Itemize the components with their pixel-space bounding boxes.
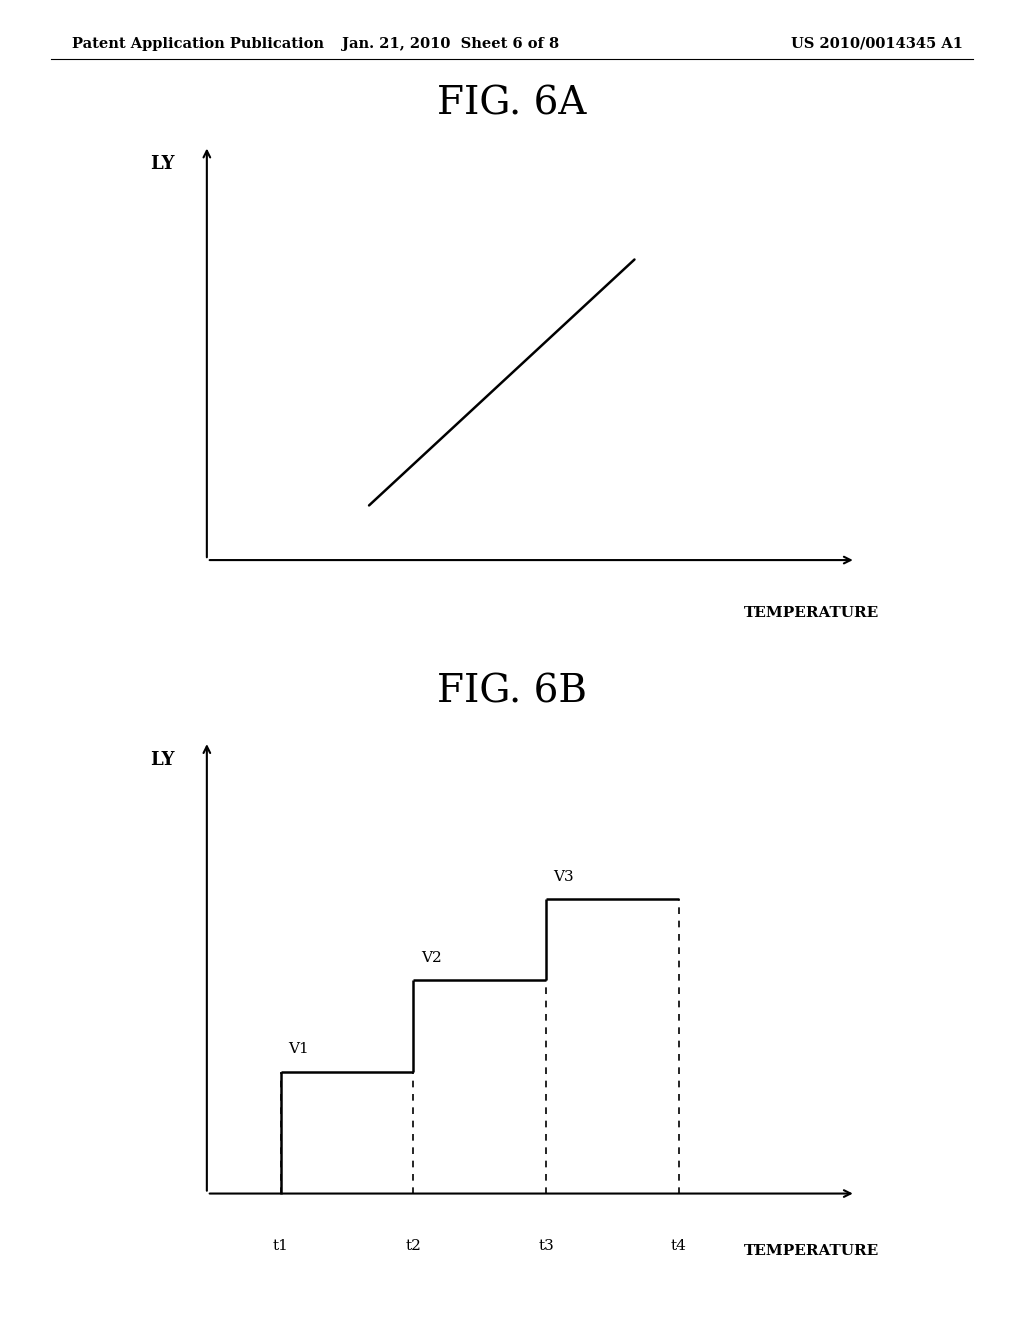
Text: V1: V1 <box>288 1043 308 1056</box>
Text: Jan. 21, 2010  Sheet 6 of 8: Jan. 21, 2010 Sheet 6 of 8 <box>342 37 559 51</box>
Text: FIG. 6B: FIG. 6B <box>437 673 587 710</box>
Text: Patent Application Publication: Patent Application Publication <box>72 37 324 51</box>
Text: V3: V3 <box>553 870 574 883</box>
Text: V2: V2 <box>421 950 441 965</box>
Text: LY: LY <box>151 751 175 770</box>
Text: t4: t4 <box>671 1239 687 1253</box>
Text: FIG. 6A: FIG. 6A <box>437 86 587 123</box>
Text: t2: t2 <box>406 1239 421 1253</box>
Text: t1: t1 <box>272 1239 289 1253</box>
Text: t3: t3 <box>539 1239 554 1253</box>
Text: TEMPERATURE: TEMPERATURE <box>743 1245 879 1258</box>
Text: US 2010/0014345 A1: US 2010/0014345 A1 <box>791 37 963 51</box>
Text: TEMPERATURE: TEMPERATURE <box>743 606 879 619</box>
Text: LY: LY <box>151 154 175 173</box>
